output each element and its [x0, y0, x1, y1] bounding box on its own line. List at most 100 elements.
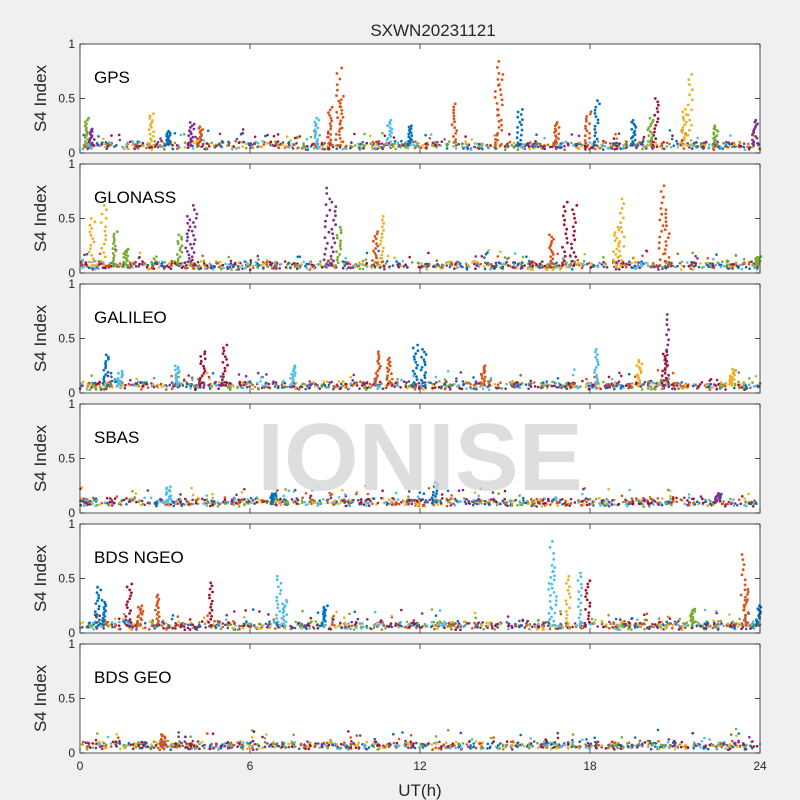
- spike-point: [423, 363, 427, 367]
- spike-point: [423, 350, 426, 354]
- data-point: [735, 145, 738, 148]
- data-point: [494, 386, 498, 390]
- data-point: [709, 266, 713, 269]
- data-point: [129, 383, 132, 387]
- data-point: [164, 503, 167, 507]
- data-point: [344, 256, 348, 260]
- spike-point: [186, 214, 189, 218]
- data-point: [587, 387, 591, 391]
- spike-point: [480, 377, 484, 380]
- data-point: [685, 621, 688, 624]
- spike-point: [199, 138, 203, 142]
- spike-point: [390, 131, 393, 135]
- data-point: [548, 627, 552, 631]
- data-point: [642, 138, 645, 141]
- data-point: [590, 617, 594, 621]
- data-point: [619, 374, 623, 378]
- spike-point: [100, 246, 104, 250]
- data-point: [206, 501, 210, 504]
- data-point: [668, 129, 672, 132]
- data-point: [551, 380, 554, 384]
- spike-point: [562, 223, 566, 227]
- data-point: [179, 493, 182, 496]
- data-point: [618, 142, 621, 145]
- spike-point: [169, 494, 173, 497]
- data-point: [230, 147, 234, 151]
- data-point: [479, 262, 483, 266]
- data-point: [660, 387, 664, 391]
- y-tick-label: 1: [68, 277, 75, 291]
- spike-point: [92, 240, 96, 244]
- data-point: [297, 266, 301, 269]
- spike-point: [190, 255, 194, 259]
- spike-point: [180, 244, 184, 248]
- spike-point: [326, 135, 329, 139]
- data-point: [602, 500, 606, 504]
- data-point: [692, 261, 695, 264]
- data-point: [512, 141, 516, 145]
- data-point: [81, 500, 85, 503]
- spike-point: [715, 142, 719, 146]
- spike-point: [201, 128, 205, 131]
- spike-point: [422, 358, 426, 362]
- spike-point: [192, 234, 195, 237]
- data-point: [348, 262, 352, 266]
- spike-point: [651, 132, 654, 136]
- spike-point: [452, 117, 456, 121]
- data-point: [222, 500, 225, 504]
- spike-point: [585, 129, 589, 133]
- data-point: [619, 147, 623, 151]
- spike-point: [92, 138, 96, 141]
- data-point: [131, 266, 134, 269]
- data-point: [156, 140, 160, 144]
- spike-point: [111, 251, 115, 255]
- spike-point: [190, 246, 194, 250]
- spike-point: [497, 83, 501, 86]
- data-point: [254, 260, 258, 264]
- spike-point: [661, 352, 665, 356]
- data-point: [216, 505, 220, 508]
- spike-point: [112, 256, 115, 260]
- spike-point: [378, 367, 381, 370]
- data-point: [666, 488, 670, 492]
- data-point: [173, 132, 177, 135]
- data-point: [322, 380, 326, 384]
- data-point: [694, 261, 697, 265]
- data-point: [264, 134, 267, 138]
- spike-point: [630, 136, 633, 140]
- data-point: [731, 267, 734, 271]
- data-point: [618, 385, 622, 388]
- spike-point: [661, 369, 665, 373]
- spike-point: [376, 369, 380, 373]
- data-point: [422, 388, 425, 391]
- data-point: [195, 498, 199, 502]
- data-point: [691, 144, 695, 148]
- spike-point: [104, 225, 108, 229]
- spike-point: [565, 236, 569, 240]
- data-point: [100, 141, 104, 144]
- data-point: [84, 504, 88, 507]
- data-point: [408, 384, 411, 388]
- data-point: [251, 387, 254, 391]
- data-point: [446, 370, 450, 373]
- spike-point: [596, 378, 599, 382]
- data-point: [665, 141, 669, 145]
- spike-point: [594, 355, 598, 359]
- data-point: [572, 144, 575, 147]
- data-point: [624, 502, 628, 506]
- data-point: [330, 380, 334, 384]
- data-point: [518, 619, 521, 623]
- spike-point: [413, 372, 417, 376]
- spike-point: [640, 362, 644, 366]
- spike-point: [83, 120, 87, 124]
- data-point: [559, 146, 562, 150]
- data-point: [94, 268, 97, 271]
- data-point: [610, 377, 614, 381]
- spike-point: [453, 120, 456, 124]
- data-point: [711, 626, 714, 630]
- data-point: [153, 261, 157, 265]
- data-point: [102, 261, 105, 264]
- data-point: [561, 257, 565, 260]
- data-point: [262, 266, 265, 269]
- data-point: [157, 266, 161, 269]
